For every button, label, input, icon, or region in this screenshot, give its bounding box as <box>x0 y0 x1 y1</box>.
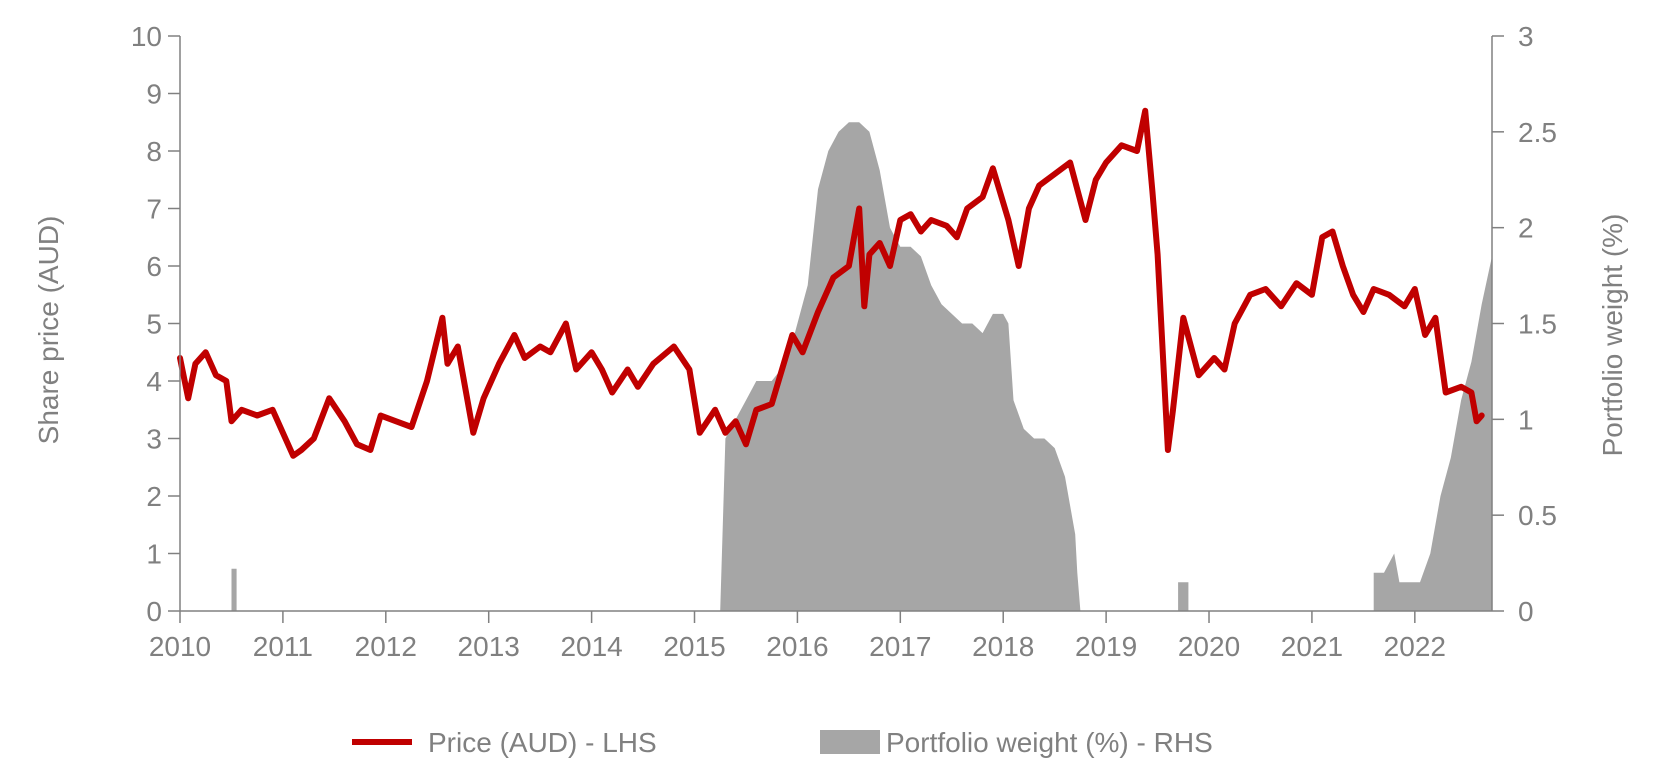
left-tick-label: 6 <box>146 251 162 282</box>
right-tick-label: 1 <box>1518 404 1534 435</box>
price-line-layer <box>177 107 1485 459</box>
left-tick-label: 4 <box>146 366 162 397</box>
portfolio-weight-area-layer <box>180 122 1492 612</box>
portfolio-weight-area <box>180 122 1492 612</box>
x-tick-label: 2017 <box>869 631 931 662</box>
legend-price-label: Price (AUD) - LHS <box>428 727 657 758</box>
left-tick-label: 5 <box>146 309 162 340</box>
left-tick-label: 8 <box>146 136 162 167</box>
x-tick-label: 2019 <box>1075 631 1137 662</box>
right-tick-label: 2.5 <box>1518 117 1557 148</box>
left-tick-label: 2 <box>146 481 162 512</box>
right-tick-label: 2 <box>1518 213 1534 244</box>
legend: Price (AUD) - LHS Portfolio weight (%) -… <box>352 727 1213 758</box>
price-line <box>177 107 1485 459</box>
tick-labels: 0 1 2 3 4 5 6 7 8 9 10 0 0.5 1 1.5 2 2.5 3 2010 2011 2012 201… <box>131 21 1557 662</box>
x-tick-label: 2015 <box>663 631 725 662</box>
left-tick-label: 9 <box>146 79 162 110</box>
right-tick-label: 0.5 <box>1518 500 1557 531</box>
x-tick-label: 2012 <box>355 631 417 662</box>
right-tick-label: 0 <box>1518 596 1534 627</box>
legend-weight-swatch <box>820 730 880 754</box>
left-axis-title: Share price (AUD) <box>33 216 64 445</box>
x-tick-label: 2014 <box>560 631 622 662</box>
x-tick-label: 2010 <box>149 631 211 662</box>
left-tick-label: 7 <box>146 194 162 225</box>
x-tick-label: 2022 <box>1384 631 1446 662</box>
right-tick-label: 1.5 <box>1518 309 1557 340</box>
right-axis-title: Portfolio weight (%) <box>1597 214 1628 457</box>
x-tick-label: 2011 <box>253 631 313 662</box>
x-tick-label: 2018 <box>972 631 1034 662</box>
x-tick-label: 2016 <box>766 631 828 662</box>
left-tick-label: 1 <box>146 539 162 570</box>
right-tick-label: 3 <box>1518 21 1534 52</box>
x-tick-label: 2021 <box>1281 631 1343 662</box>
x-tick-label: 2013 <box>458 631 520 662</box>
left-tick-label: 0 <box>146 596 162 627</box>
left-tick-label: 10 <box>131 21 162 52</box>
left-tick-label: 3 <box>146 424 162 455</box>
x-tick-label: 2020 <box>1178 631 1240 662</box>
legend-weight-label: Portfolio weight (%) - RHS <box>886 727 1213 758</box>
